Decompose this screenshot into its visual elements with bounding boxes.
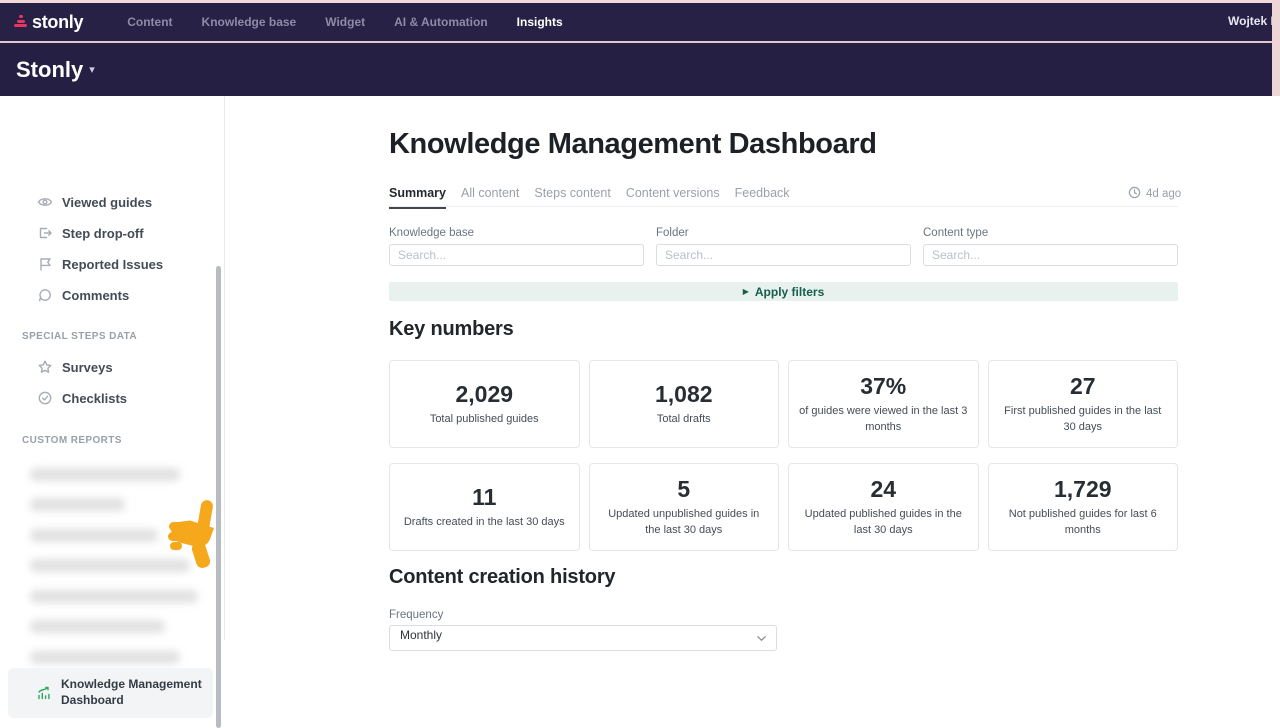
top-navigation: stonly Content Knowledge base Widget AI … [0, 0, 1280, 43]
key-numbers-row-2: 11 Drafts created in the last 30 days 5 … [389, 463, 1178, 551]
page-title: Knowledge Management Dashboard [389, 128, 877, 160]
sidebar-item-checklists[interactable]: Checklists [0, 387, 215, 409]
sidebar-item-surveys[interactable]: Surveys [0, 356, 215, 378]
nav-item-knowledge-base[interactable]: Knowledge base [201, 14, 297, 29]
stat-card-updated-unpublished: 5 Updated unpublished guides in the last… [588, 463, 779, 551]
insights-sidebar: Viewed guides Step drop-off Reported Iss… [0, 96, 224, 728]
stat-card-total-drafts: 1,082 Total drafts [588, 360, 779, 448]
sidebar-item-reported-issues[interactable]: Reported Issues [0, 253, 215, 275]
tab-content-versions[interactable]: Content versions [625, 186, 720, 200]
tab-steps-content[interactable]: Steps content [534, 186, 611, 200]
filter-content-type: Content type [923, 227, 1178, 266]
workspace-title[interactable]: Stonly [16, 56, 84, 82]
blurred-report-item[interactable] [30, 590, 198, 603]
chevron-down-icon [756, 631, 767, 649]
sidebar-section-special-steps-data: SPECIAL STEPS DATA [22, 331, 137, 342]
step-out-icon [37, 225, 53, 241]
check-circle-icon [37, 390, 53, 406]
frequency-selected-value: Monthly [400, 628, 443, 642]
stonly-logo[interactable]: stonly [14, 7, 99, 37]
content-type-search-input[interactable] [923, 244, 1178, 266]
blurred-report-item[interactable] [30, 498, 125, 511]
filter-label: Knowledge base [389, 227, 475, 239]
screenshot-frame-right [1272, 0, 1280, 96]
last-updated: 4d ago [1128, 186, 1181, 202]
clock-icon [1128, 186, 1141, 202]
content-creation-history-heading: Content creation history [389, 566, 616, 588]
stat-card-updated-published: 24 Updated published guides in the last … [788, 463, 979, 551]
frequency-select[interactable]: Monthly [389, 625, 777, 651]
flag-icon [37, 256, 53, 272]
comment-icon [37, 287, 53, 303]
stat-card-drafts-created: 11 Drafts created in the last 30 days [389, 463, 580, 551]
key-numbers-heading: Key numbers [389, 318, 514, 340]
main-content: Knowledge Management Dashboard Summary A… [225, 96, 1280, 651]
knowledge-base-search-input[interactable] [389, 244, 644, 266]
sidebar-item-knowledge-management-dashboard[interactable]: Knowledge Management Dashboard [8, 668, 213, 718]
tab-bar: Summary All content Steps content Conten… [389, 186, 790, 209]
blurred-report-item[interactable] [30, 529, 158, 542]
active-report-label: Knowledge Management Dashboard [61, 677, 202, 707]
chevron-down-icon[interactable]: ▾ [89, 64, 95, 76]
folder-search-input[interactable] [656, 244, 911, 266]
topnav-menu: Content Knowledge base Widget AI & Autom… [127, 15, 562, 29]
ukraine-flag-icon [86, 12, 99, 21]
filter-label: Folder [656, 227, 689, 239]
eye-icon [37, 194, 53, 210]
filter-label: Content type [923, 227, 989, 239]
filter-folder: Folder [656, 227, 911, 266]
stat-card-first-published: 27 First published guides in the last 30… [987, 360, 1178, 448]
stat-card-not-published: 1,729 Not published guides for last 6 mo… [987, 463, 1178, 551]
tab-all-content[interactable]: All content [460, 186, 520, 200]
blurred-report-item[interactable] [30, 620, 165, 633]
key-numbers-row-1: 2,029 Total published guides 1,082 Total… [389, 360, 1178, 448]
blurred-report-item[interactable] [30, 468, 180, 481]
sidebar-section-custom-reports: CUSTOM REPORTS [22, 435, 122, 446]
sidebar-divider [224, 96, 225, 640]
screenshot-frame-top [0, 0, 1280, 3]
apply-filters-button[interactable]: ▶ Apply filters [389, 282, 1178, 301]
frequency-label: Frequency [389, 609, 444, 621]
user-menu[interactable]: Wojtek K [1228, 14, 1280, 28]
sidebar-item-step-drop-off[interactable]: Step drop-off [0, 222, 215, 244]
stat-card-total-published-guides: 2,029 Total published guides [389, 360, 580, 448]
sidebar-item-comments[interactable]: Comments [0, 284, 215, 306]
nav-item-insights[interactable]: Insights [516, 14, 563, 29]
tab-bar-divider [389, 206, 1178, 207]
stonly-logo-text: stonly [32, 11, 84, 32]
blurred-report-item[interactable] [30, 559, 190, 572]
last-updated-text: 4d ago [1146, 188, 1182, 200]
tab-feedback[interactable]: Feedback [734, 186, 790, 200]
filter-knowledge-base: Knowledge base [389, 227, 644, 266]
tab-summary[interactable]: Summary [389, 186, 446, 209]
stat-card-guides-viewed-pct: 37% of guides were viewed in the last 3 … [788, 360, 979, 448]
nav-item-content[interactable]: Content [127, 14, 173, 29]
star-icon [37, 359, 53, 375]
chart-icon [36, 685, 52, 701]
blurred-report-item[interactable] [30, 651, 180, 664]
sidebar-item-viewed-guides[interactable]: Viewed guides [0, 191, 215, 213]
nav-item-ai-automation[interactable]: AI & Automation [394, 14, 488, 29]
stonly-logo-icon [14, 14, 27, 27]
nav-item-widget[interactable]: Widget [325, 14, 366, 29]
play-icon: ▶ [742, 286, 749, 296]
screenshot-frame-separator [0, 41, 1280, 43]
sidebar-scrollbar[interactable] [216, 266, 221, 728]
workspace-bar: Stonly ▾ [0, 43, 1280, 96]
